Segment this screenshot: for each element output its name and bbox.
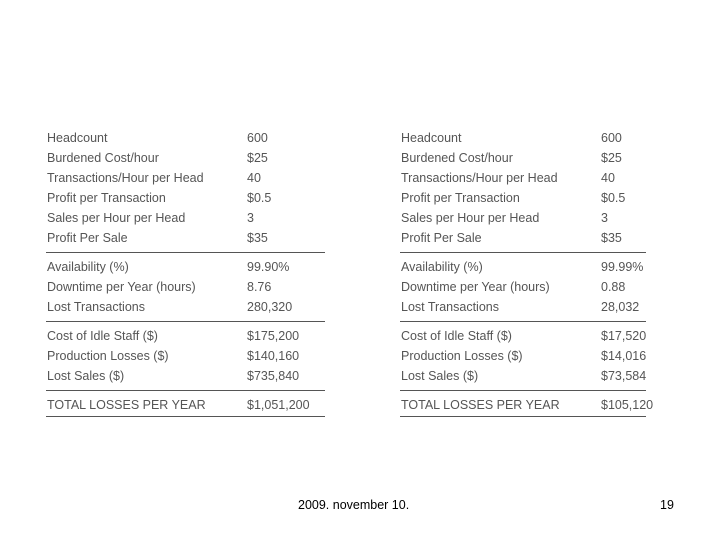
- row-value: 0.88: [601, 280, 626, 294]
- table-row: Transactions/Hour per Head 40: [400, 168, 646, 188]
- row-value: $73,584: [601, 369, 647, 383]
- table-row: Lost Transactions 280,320: [46, 297, 325, 317]
- row-value: 40: [247, 171, 261, 185]
- row-value: $35: [247, 231, 268, 245]
- row-value: 99.99%: [601, 260, 644, 274]
- row-value: $14,016: [601, 349, 647, 363]
- row-value: $0.5: [601, 191, 626, 205]
- row-label: Sales per Hour per Head: [401, 211, 540, 225]
- row-value: $735,840: [247, 369, 300, 383]
- row-label: Lost Transactions: [401, 300, 499, 314]
- row-label: Lost Sales ($): [47, 369, 125, 383]
- row-label: Profit per Transaction: [47, 191, 166, 205]
- row-value: 3: [601, 211, 608, 225]
- table-row: Headcount 600: [46, 128, 325, 148]
- table-row: Burdened Cost/hour $25: [46, 148, 325, 168]
- table-row: Cost of Idle Staff ($) $175,200: [46, 326, 325, 346]
- table-row: Availability (%) 99.90%: [46, 257, 325, 277]
- row-value: 28,032: [601, 300, 640, 314]
- table-row: Availability (%) 99.99%: [400, 257, 646, 277]
- table-row: Transactions/Hour per Head 40: [46, 168, 325, 188]
- row-value: $35: [601, 231, 622, 245]
- row-value: $17,520: [601, 329, 647, 343]
- row-label: Headcount: [47, 131, 108, 145]
- row-label: Sales per Hour per Head: [47, 211, 186, 225]
- table-row: Burdened Cost/hour $25: [400, 148, 646, 168]
- table-row: Cost of Idle Staff ($) $17,520: [400, 326, 646, 346]
- row-label: Downtime per Year (hours): [47, 280, 196, 294]
- row-label: Downtime per Year (hours): [401, 280, 550, 294]
- table-row: Downtime per Year (hours) 8.76: [46, 277, 325, 297]
- row-label: Transactions/Hour per Head: [401, 171, 558, 185]
- divider: [46, 416, 325, 417]
- row-value: 600: [247, 131, 268, 145]
- row-value: $0.5: [247, 191, 272, 205]
- row-value: $25: [601, 151, 622, 165]
- row-value: 8.76: [247, 280, 272, 294]
- row-label: Cost of Idle Staff ($): [47, 329, 158, 343]
- row-label: Profit Per Sale: [47, 231, 128, 245]
- row-label: Burdened Cost/hour: [401, 151, 513, 165]
- divider: [400, 321, 646, 322]
- row-value: $175,200: [247, 329, 300, 343]
- row-value: $140,160: [247, 349, 300, 363]
- total-row: TOTAL LOSSES PER YEAR $105,120: [400, 395, 653, 415]
- row-label: Transactions/Hour per Head: [47, 171, 204, 185]
- table-row: Profit per Transaction $0.5: [400, 188, 646, 208]
- downtime-cost-table-right: Headcount 600 Burdened Cost/hour $25 Trans…: [400, 128, 653, 417]
- row-value: 99.90%: [247, 260, 290, 274]
- table-row: Lost Sales ($) $735,840: [46, 366, 325, 386]
- row-value: 280,320: [247, 300, 293, 314]
- row-label: Lost Transactions: [47, 300, 145, 314]
- row-value: $25: [247, 151, 268, 165]
- table-row: Profit Per Sale $35: [46, 228, 325, 248]
- total-label: TOTAL LOSSES PER YEAR: [401, 398, 560, 412]
- table-row: Headcount 600: [400, 128, 646, 148]
- divider: [46, 252, 325, 253]
- row-value: 3: [247, 211, 254, 225]
- total-value: $105,120: [601, 398, 654, 412]
- row-value: 40: [601, 171, 615, 185]
- divider: [400, 390, 646, 391]
- table-row: Lost Sales ($) $73,584: [400, 366, 646, 386]
- row-value: 600: [601, 131, 622, 145]
- footer-date: 2009. november 10.: [298, 498, 410, 512]
- table-row: Lost Transactions 28,032: [400, 297, 646, 317]
- row-label: Lost Sales ($): [401, 369, 479, 383]
- table-row: Sales per Hour per Head 3: [46, 208, 325, 228]
- row-label: Production Losses ($): [401, 349, 523, 363]
- divider: [46, 321, 325, 322]
- divider: [400, 416, 646, 417]
- divider: [400, 252, 646, 253]
- page-number: 19: [660, 498, 674, 512]
- table-row: Sales per Hour per Head 3: [400, 208, 646, 228]
- total-row: TOTAL LOSSES PER YEAR $1,051,200: [46, 395, 325, 415]
- row-label: Profit per Transaction: [401, 191, 520, 205]
- row-label: Availability (%): [401, 260, 483, 274]
- row-label: Headcount: [401, 131, 462, 145]
- row-label: Availability (%): [47, 260, 129, 274]
- row-label: Profit Per Sale: [401, 231, 482, 245]
- row-label: Cost of Idle Staff ($): [401, 329, 512, 343]
- row-label: Burdened Cost/hour: [47, 151, 159, 165]
- total-value: $1,051,200: [247, 398, 310, 412]
- downtime-cost-table-left: Headcount 600 Burdened Cost/hour $25 Trans…: [46, 128, 325, 417]
- row-label: Production Losses ($): [47, 349, 169, 363]
- divider: [46, 390, 325, 391]
- table-row: Profit Per Sale $35: [400, 228, 646, 248]
- table-row: Profit per Transaction $0.5: [46, 188, 325, 208]
- table-row: Downtime per Year (hours) 0.88: [400, 277, 646, 297]
- total-label: TOTAL LOSSES PER YEAR: [47, 398, 206, 412]
- table-row: Production Losses ($) $14,016: [400, 346, 646, 366]
- table-row: Production Losses ($) $140,160: [46, 346, 325, 366]
